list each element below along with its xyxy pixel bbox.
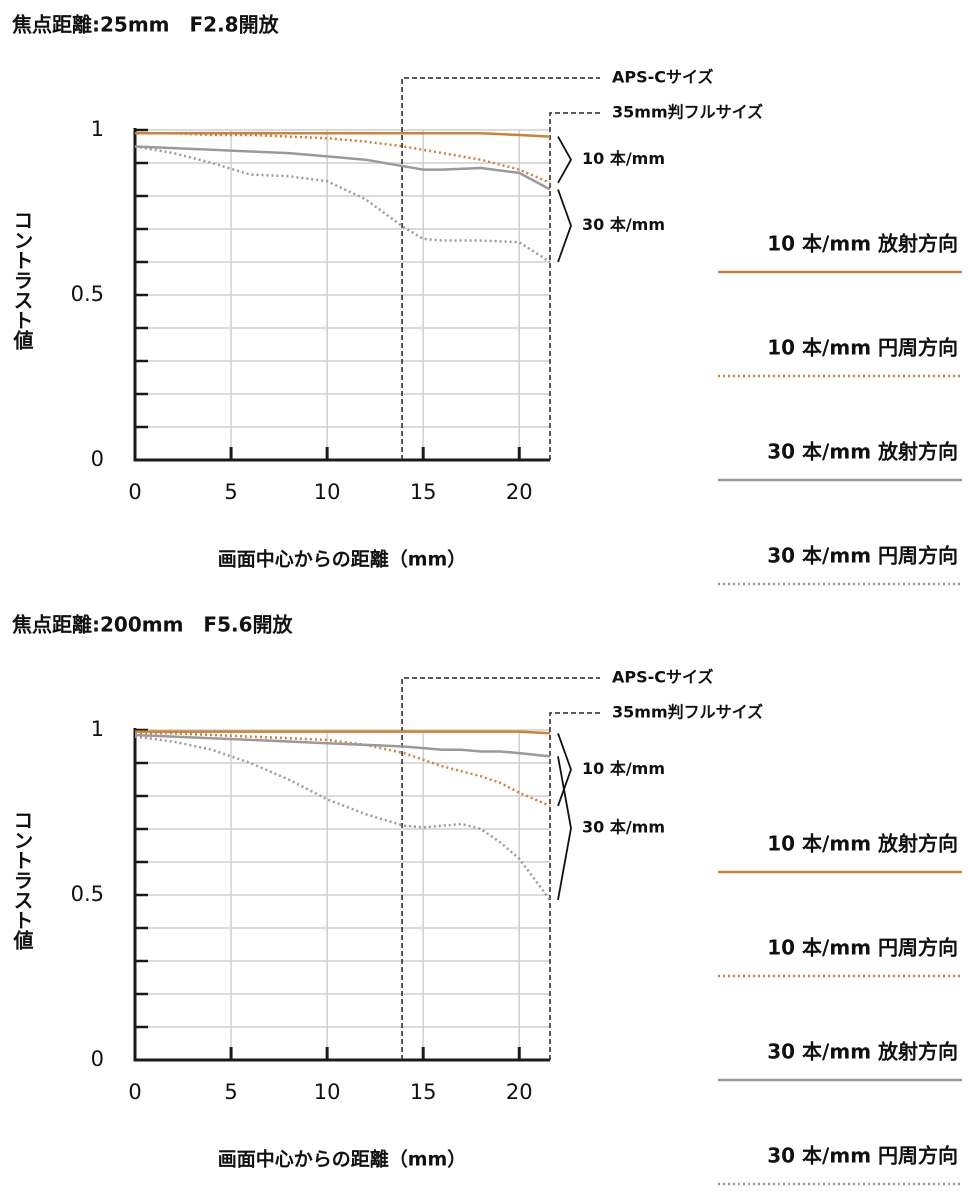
bracket-label: 30 本/mm: [582, 818, 665, 837]
mtf-line: [134, 733, 551, 758]
x-tick-label: 5: [224, 480, 237, 504]
sensor-size-line: [401, 677, 600, 1060]
mtf-line: [135, 730, 551, 735]
sensor-size-line: [549, 712, 600, 1060]
sensor-size-line: [401, 77, 600, 460]
y-tick-label: 0: [91, 1047, 104, 1071]
chart-title: 焦点距離:200mm F5.6開放: [12, 613, 294, 637]
x-tick-label: 20: [506, 1080, 533, 1104]
sensor-size-label: 35mm判フルサイズ: [612, 103, 763, 122]
mtf-line: [135, 732, 551, 808]
bracket: [557, 136, 573, 184]
legend-label: 10 本/mm 円周方向: [767, 936, 958, 960]
sensor-size-line: [549, 112, 600, 460]
legend-label: 30 本/mm 円周方向: [767, 544, 958, 568]
legend-label: 30 本/mm 放射方向: [767, 1040, 958, 1064]
bracket-label: 10 本/mm: [582, 759, 665, 778]
bracket: [557, 732, 572, 807]
bracket-label: 10 本/mm: [582, 149, 665, 168]
y-tick-label: 0.5: [71, 282, 104, 306]
legend-label: 30 本/mm 放射方向: [767, 440, 958, 464]
legend-label: 30 本/mm 円周方向: [767, 1144, 958, 1168]
sensor-size-label: APS-Cサイズ: [612, 68, 714, 87]
y-tick-label: 1: [91, 717, 104, 741]
x-tick-label: 15: [410, 1080, 437, 1104]
x-tick-label: 0: [128, 1080, 141, 1104]
x-tick-label: 0: [128, 480, 141, 504]
mtf-line: [135, 132, 551, 184]
mtf-line: [135, 132, 551, 138]
x-tick-label: 10: [314, 480, 341, 504]
x-tick-label: 15: [410, 480, 437, 504]
legend-label: 10 本/mm 円周方向: [767, 336, 958, 360]
y-tick-label: 0.5: [71, 882, 104, 906]
legend-label: 10 本/mm 放射方向: [767, 232, 958, 256]
legend-label: 10 本/mm 放射方向: [767, 832, 958, 856]
chart-title: 焦点距離:25mm F2.8開放: [12, 13, 280, 37]
y-tick-label: 0: [91, 447, 104, 471]
x-axis-label: 画面中心からの距離（mm）: [218, 1148, 467, 1171]
mtf-line: [134, 735, 552, 901]
bracket-label: 30 本/mm: [582, 215, 665, 234]
sensor-size-label: APS-Cサイズ: [612, 668, 714, 687]
x-axis-label: 画面中心からの距離（mm）: [218, 548, 467, 571]
y-tick-label: 1: [91, 117, 104, 141]
mtf-line: [134, 145, 551, 191]
x-tick-label: 10: [314, 1080, 341, 1104]
mtf-line: [134, 145, 551, 264]
y-axis-label: コントラスト値: [10, 210, 34, 350]
x-tick-label: 5: [224, 1080, 237, 1104]
bracket: [557, 189, 572, 263]
sensor-size-label: 35mm判フルサイズ: [612, 703, 763, 722]
bracket: [557, 756, 572, 901]
x-tick-label: 20: [506, 480, 533, 504]
y-axis-label: コントラスト値: [10, 810, 34, 950]
